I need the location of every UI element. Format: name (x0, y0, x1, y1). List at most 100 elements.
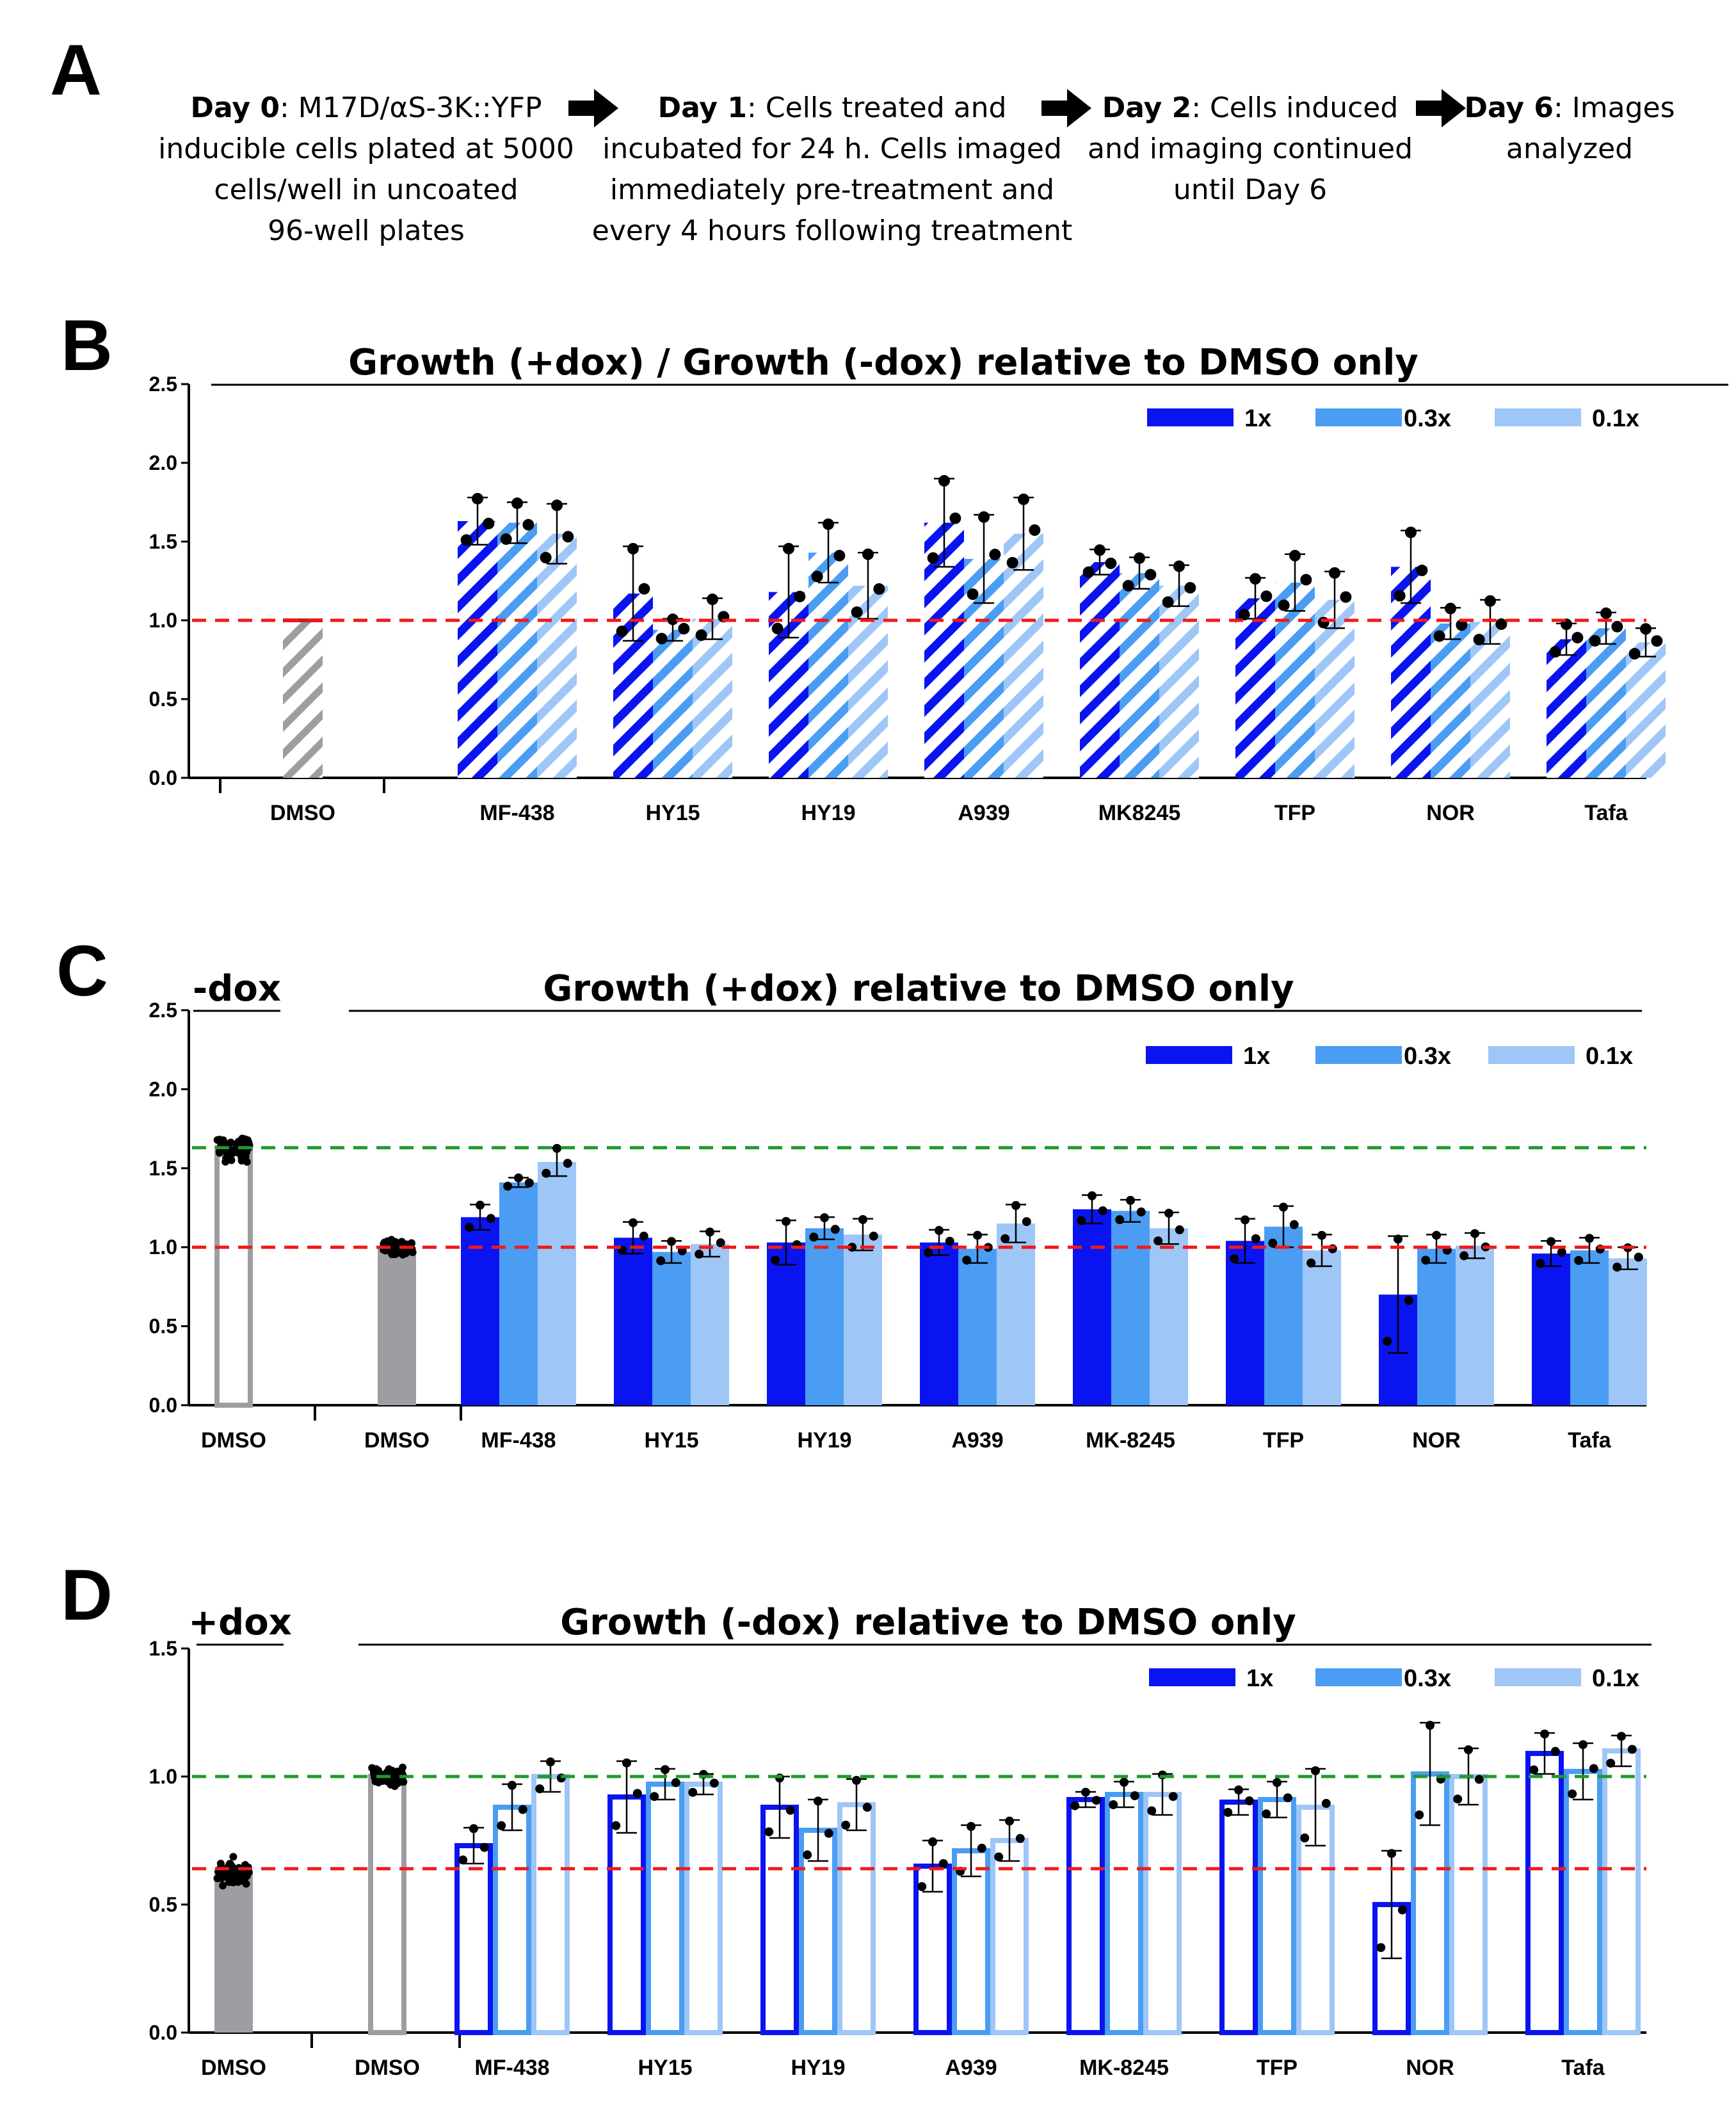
workflow-step-text: and imaging continued (1088, 133, 1413, 165)
data-point (1260, 590, 1273, 602)
data-point (862, 548, 874, 560)
y-tick-label: 0.0 (149, 766, 177, 789)
data-point (688, 1787, 698, 1797)
data-point (977, 1844, 986, 1853)
control-bar (214, 1874, 253, 2033)
data-point (632, 1789, 642, 1798)
data-point (1251, 1234, 1260, 1243)
data-bar (920, 1242, 958, 1405)
data-point (1529, 1765, 1539, 1775)
data-point (671, 1778, 680, 1787)
data-bar (653, 629, 693, 778)
x-category-label: MF-438 (479, 801, 554, 825)
data-point (1589, 634, 1601, 647)
data-bar (493, 1805, 531, 2035)
x-category-label: TFP (1263, 1428, 1304, 1453)
data-point (782, 1216, 791, 1226)
data-bar (1431, 623, 1470, 778)
data-point (967, 1822, 976, 1831)
workflow-step-day: Day 1 (658, 92, 747, 124)
data-point (1651, 635, 1663, 647)
data-point (511, 497, 523, 510)
data-bar (837, 1802, 876, 2035)
data-bar (1111, 1211, 1150, 1405)
data-point (1617, 1732, 1626, 1741)
x-category-label: Tafa (1568, 1428, 1611, 1453)
data-point (1453, 1794, 1463, 1804)
workflow-step-text: incubated for 24 h. Cells imaged (602, 133, 1062, 165)
data-point (650, 1792, 659, 1801)
data-point (542, 1168, 551, 1178)
data-point (500, 533, 512, 545)
data-bar (537, 533, 577, 778)
data-point (1549, 646, 1561, 658)
data-bar (1226, 1241, 1264, 1405)
data-point (709, 1778, 719, 1788)
data-point (1311, 1766, 1320, 1775)
data-point (508, 1780, 517, 1790)
data-point (1495, 618, 1507, 630)
data-bar (1143, 1792, 1182, 2035)
data-point (824, 1828, 833, 1838)
data-bar (844, 1234, 882, 1405)
data-point (1634, 1252, 1643, 1262)
data-point (989, 549, 1001, 561)
data-point (1300, 1833, 1310, 1842)
data-bar (958, 1248, 997, 1405)
data-point (783, 542, 794, 554)
data-bar (1417, 1248, 1456, 1405)
data-point (1091, 1796, 1101, 1805)
control-data-point (225, 1878, 234, 1887)
data-bar (1602, 1748, 1641, 2035)
data-point (1484, 595, 1496, 607)
data-point (1109, 1800, 1118, 1809)
data-point (938, 475, 950, 487)
data-point (1278, 599, 1290, 611)
legend-label: 0.3x (1404, 405, 1451, 432)
data-bar (952, 1848, 990, 2035)
side-label: -dox (193, 968, 281, 1010)
y-tick-label: 0.0 (149, 1394, 177, 1417)
y-tick-label: 1.0 (149, 1236, 177, 1259)
data-point (1250, 573, 1261, 585)
data-point (622, 1758, 631, 1768)
data-bar (808, 552, 848, 778)
data-point (460, 534, 472, 546)
workflow-step-text: Day 2: Cells induced (1102, 92, 1399, 124)
data-point (1283, 1793, 1292, 1803)
data-point (540, 552, 552, 564)
x-category-label: TFP (1257, 2056, 1298, 2080)
data-point (518, 1805, 527, 1814)
workflow-step-desc: : Images (1554, 92, 1675, 124)
data-point (852, 1776, 861, 1785)
legend-swatch (1149, 1668, 1235, 1686)
x-category-label: TFP (1274, 801, 1315, 825)
data-point (1470, 1229, 1479, 1238)
data-point (1612, 1262, 1622, 1272)
data-bar (1264, 1227, 1303, 1405)
data-point (1173, 560, 1185, 572)
data-point (1130, 1791, 1139, 1800)
data-bar (652, 1252, 691, 1405)
data-point (678, 623, 690, 635)
data-point (1175, 1225, 1184, 1235)
side-label: +dox (188, 1602, 292, 1643)
data-bar (1066, 1797, 1105, 2035)
control-data-point (216, 1136, 224, 1144)
legend-swatch (1315, 408, 1402, 426)
data-point (616, 625, 628, 638)
control-data-point (219, 1881, 227, 1890)
legend-label: 1x (1243, 1043, 1270, 1070)
data-point (1433, 630, 1445, 642)
data-point (1234, 1785, 1243, 1794)
data-bar (1609, 1258, 1647, 1405)
y-tick-label: 2.0 (149, 1077, 177, 1100)
data-point (1628, 648, 1641, 660)
control-data-point (391, 1237, 399, 1246)
data-bar (1235, 598, 1275, 778)
data-point (785, 1805, 795, 1815)
x-category-label: DMSO (355, 2056, 420, 2080)
data-point (1122, 579, 1134, 592)
data-point (938, 1859, 948, 1868)
